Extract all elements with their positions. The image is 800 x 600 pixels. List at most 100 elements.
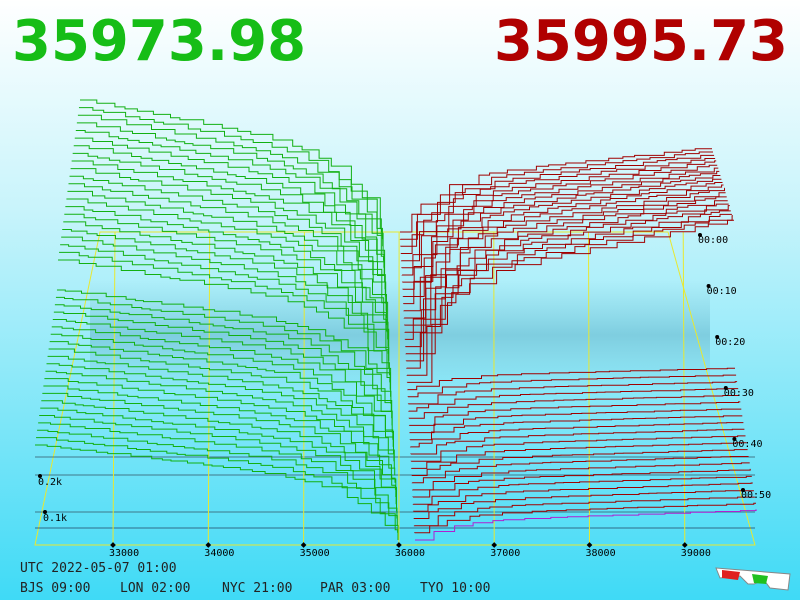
- ask-curve: [412, 475, 752, 505]
- ask-curve: [403, 184, 724, 312]
- depth-tick: [43, 510, 47, 514]
- bid-curve: [69, 175, 387, 304]
- city-time: BJS 09:00: [20, 581, 90, 596]
- ask-curve: [413, 482, 753, 512]
- price-tick: [491, 542, 498, 548]
- bid-curve: [67, 190, 387, 318]
- bid-curve: [68, 183, 387, 311]
- city-time: NYC 21:00: [222, 581, 292, 596]
- ask-curve: [406, 213, 732, 369]
- ask-curve: [411, 449, 748, 476]
- time-tick: [698, 233, 702, 237]
- ask-curve: [402, 175, 721, 290]
- depth-label: 0.1k: [43, 513, 67, 524]
- ask-curve: [404, 196, 727, 333]
- ask-curve: [410, 428, 745, 455]
- bid-curve: [39, 414, 397, 512]
- ask-curve: [413, 490, 754, 519]
- lens-red: [722, 570, 740, 580]
- city-time: TYO 10:00: [420, 581, 490, 596]
- price-label: 38000: [586, 548, 616, 559]
- bid-curve: [35, 444, 399, 540]
- ask-curve: [406, 215, 733, 376]
- bid-curve: [62, 229, 389, 354]
- price-tick: [396, 542, 402, 548]
- bid-curve: [70, 168, 386, 297]
- city-time: LON 02:00: [120, 581, 190, 596]
- ask-curve: [403, 187, 725, 319]
- bid-curve: [74, 137, 385, 268]
- ask-curve: [400, 160, 717, 262]
- time-label: 00:30: [724, 388, 754, 399]
- ask-curve: [401, 167, 719, 276]
- bid-curve: [50, 333, 393, 433]
- depth-curves: [35, 99, 757, 541]
- bid-curve: [43, 385, 396, 483]
- axis-labels: 33000 34000 35000 36000 37000 38000 39000 0.1k 0…: [20, 233, 771, 596]
- price-label: 33000: [109, 548, 139, 559]
- time-label: 00:50: [741, 490, 771, 501]
- ask-curve: [408, 388, 739, 412]
- lens-green: [752, 574, 768, 584]
- time-label: 00:20: [715, 337, 745, 348]
- bid-curve: [40, 407, 397, 505]
- bid-curve: [53, 311, 392, 412]
- price-label: 37000: [490, 548, 520, 559]
- ask-curve: [400, 148, 712, 233]
- price-grid: [303, 231, 305, 546]
- ask-curve: [408, 401, 741, 426]
- bid-curve: [36, 437, 399, 533]
- time-tick: [723, 386, 728, 390]
- bid-curve: [41, 400, 397, 497]
- ask-curve: [408, 395, 740, 419]
- ask-curve: [401, 170, 720, 283]
- price-grid: [112, 231, 116, 546]
- ask-price: 35995.73: [494, 9, 788, 74]
- price-grid: [588, 231, 590, 546]
- ask-curve: [405, 203, 729, 348]
- ask-curve: [401, 164, 718, 269]
- bid-curve: [60, 244, 390, 369]
- time-label: 00:40: [732, 439, 762, 450]
- ask-curve: [415, 509, 757, 541]
- floor-outline: [34, 231, 756, 546]
- depth-label: 0.2k: [38, 477, 62, 488]
- ask-curve: [411, 456, 749, 484]
- bid-curve: [37, 429, 398, 526]
- ask-curve: [402, 182, 723, 305]
- ask-curve: [402, 178, 722, 297]
- ask-curve: [400, 154, 715, 247]
- price-tick: [681, 542, 688, 548]
- bid-curve: [44, 378, 396, 476]
- bid-curve: [63, 221, 389, 347]
- bid-curve: [72, 152, 386, 283]
- shadow: [90, 280, 710, 390]
- depth-tick: [38, 474, 42, 478]
- bid-curve: [45, 370, 395, 469]
- bid-curve: [66, 198, 388, 326]
- ask-curve: [406, 219, 734, 383]
- glasses-icon: [715, 567, 791, 591]
- ask-curve: [409, 415, 743, 441]
- ask-curve: [409, 422, 744, 448]
- bid-curve: [64, 213, 389, 340]
- bid-curve: [75, 129, 384, 261]
- ask-curve: [407, 374, 737, 398]
- price-label: 35000: [300, 548, 330, 559]
- bid-curve: [78, 107, 383, 240]
- ask-curve: [414, 502, 756, 534]
- time-tick: [732, 437, 737, 441]
- ask-curve: [409, 408, 742, 434]
- ask-curve: [413, 496, 755, 527]
- city-time: PAR 03:00: [320, 581, 390, 596]
- time-label: 00:00: [698, 235, 728, 246]
- bid-curve: [49, 341, 394, 440]
- ask-curve: [411, 442, 747, 469]
- time-tick: [741, 488, 745, 492]
- bid-curve: [51, 326, 393, 426]
- bid-curve: [76, 122, 384, 254]
- bid-curve: [61, 236, 390, 361]
- bid-curve: [42, 392, 396, 490]
- ask-curve: [407, 381, 738, 405]
